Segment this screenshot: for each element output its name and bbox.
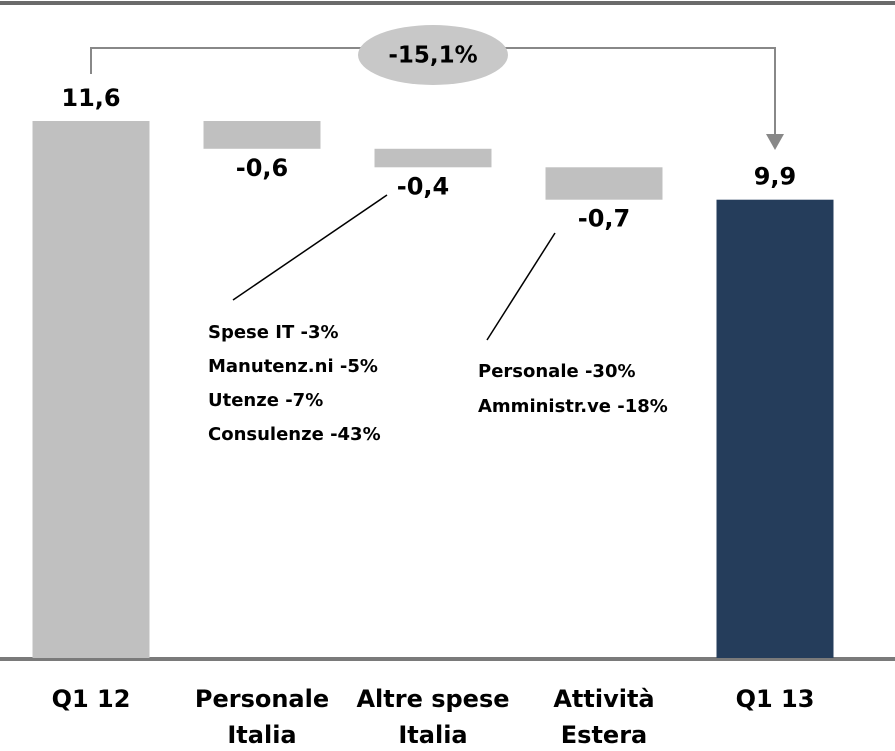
note-connector [486, 232, 556, 341]
category-label: Estera [561, 721, 647, 749]
arrow-head [766, 134, 784, 150]
category-label: Italia [398, 721, 467, 749]
category-label: Attività [553, 685, 654, 713]
category-label: Q1 13 [736, 685, 815, 713]
category-label: Personale [195, 685, 329, 713]
bar [545, 167, 663, 200]
note-text: Spese IT -3% [208, 322, 339, 343]
note-text: Utenze -7% [208, 390, 323, 411]
category-label: Q1 12 [52, 685, 131, 713]
note-text: Consulenze -43% [208, 424, 381, 445]
note-text: Amministr.ve -18% [478, 396, 668, 417]
bar [716, 199, 834, 658]
value-label: -0,4 [397, 172, 449, 200]
bar [374, 148, 492, 168]
category-label: Italia [227, 721, 296, 749]
category-label: Altre spese [356, 685, 509, 713]
change-label: -15,1% [388, 43, 477, 69]
bar [203, 121, 321, 149]
value-label: 9,9 [754, 163, 797, 191]
note-text: Manutenz.ni -5% [208, 356, 378, 377]
value-label: -0,7 [578, 205, 630, 233]
value-label: 11,6 [61, 84, 120, 112]
note-connector [232, 194, 388, 301]
bar [32, 121, 150, 658]
value-label: -0,6 [236, 154, 288, 182]
change-bubble [358, 25, 508, 85]
note-text: Personale -30% [478, 361, 636, 382]
